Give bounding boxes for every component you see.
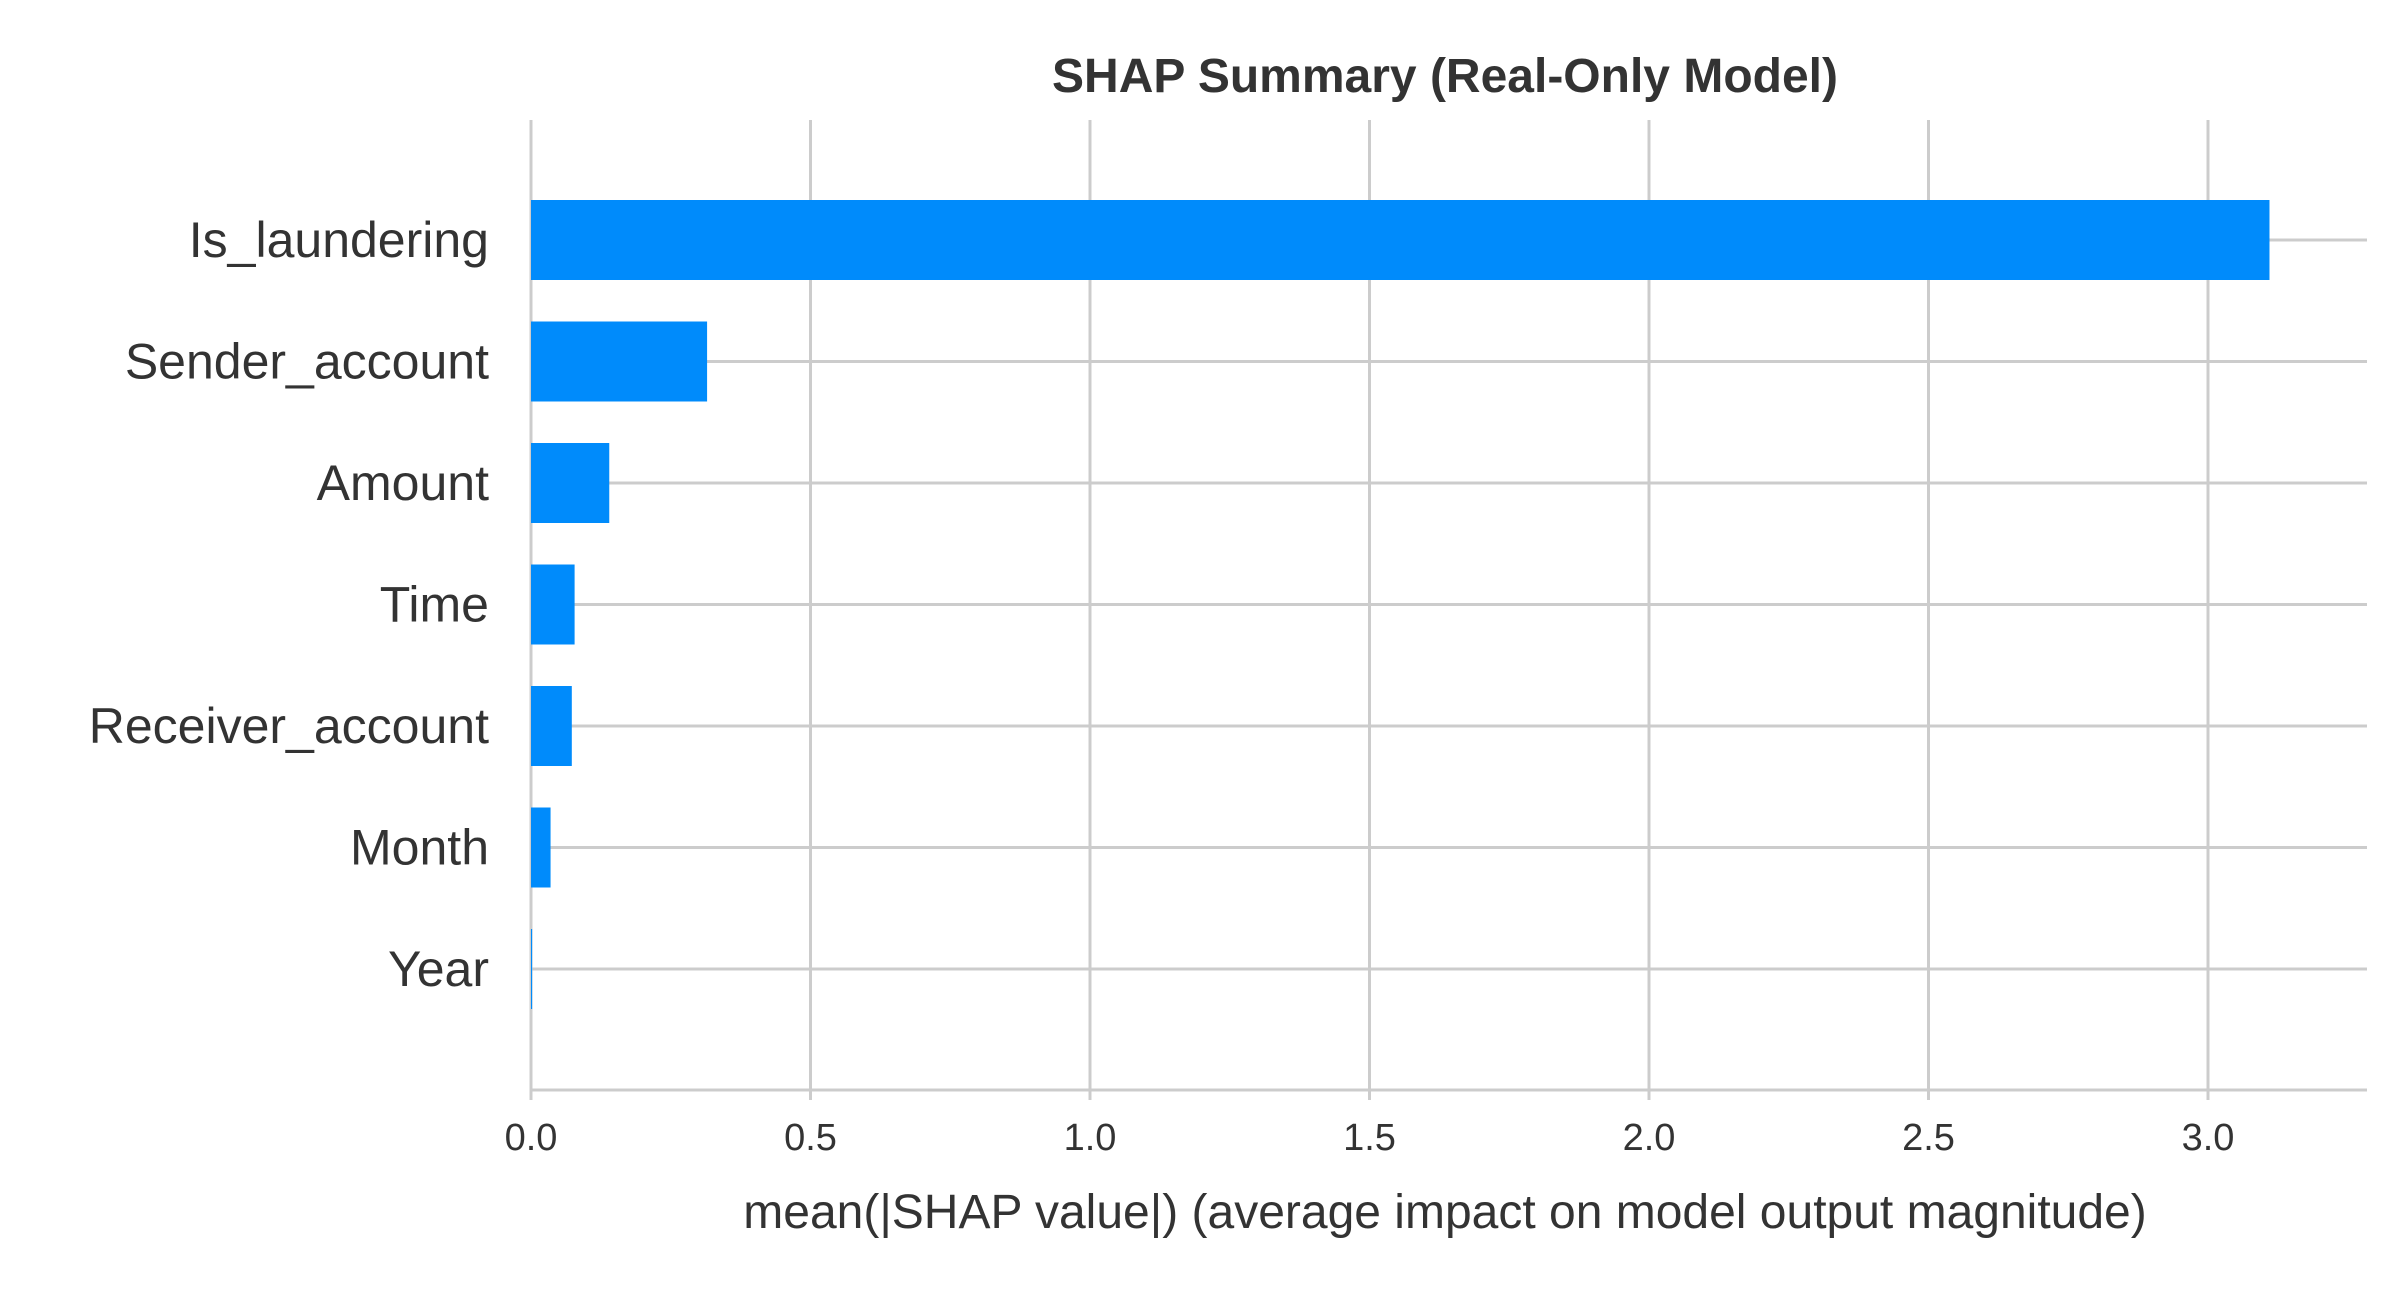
bar-sender-account [531, 321, 708, 402]
x-tick-label: 0.5 [784, 1117, 837, 1159]
bars-group [531, 200, 2270, 1009]
x-ticks: 0.0 0.5 1.0 1.5 2.0 2.5 3.0 [505, 1090, 2235, 1159]
category-label: Time [380, 577, 489, 633]
x-axis-label: mean(|SHAP value|) (average impact on mo… [743, 1186, 2146, 1239]
bar-amount [531, 443, 610, 523]
category-label: Year [388, 941, 489, 997]
category-label: Sender_account [125, 334, 489, 390]
bar-receiver-account [531, 686, 572, 766]
category-labels: Is_laundering Sender_account Amount Time Rec… [89, 212, 489, 997]
x-tick-label: 2.0 [1623, 1117, 1676, 1159]
bar-time [531, 564, 575, 645]
x-tick-label: 1.5 [1343, 1117, 1396, 1159]
grid-lines [529, 120, 2367, 1090]
x-tick-label: 3.0 [2182, 1117, 2235, 1159]
category-label: Amount [317, 455, 489, 511]
x-tick-label: 1.0 [1064, 1117, 1117, 1159]
bar-is-laundering [531, 200, 2270, 280]
chart-title: SHAP Summary (Real-Only Model) [1052, 50, 1838, 103]
x-tick-label: 0.0 [505, 1117, 558, 1159]
category-label: Receiver_account [89, 698, 489, 754]
category-label: Month [350, 820, 489, 876]
category-label: Is_laundering [189, 212, 489, 268]
bar-month [531, 807, 551, 888]
bar-year [531, 929, 533, 1009]
x-tick-label: 2.5 [1902, 1117, 1955, 1159]
